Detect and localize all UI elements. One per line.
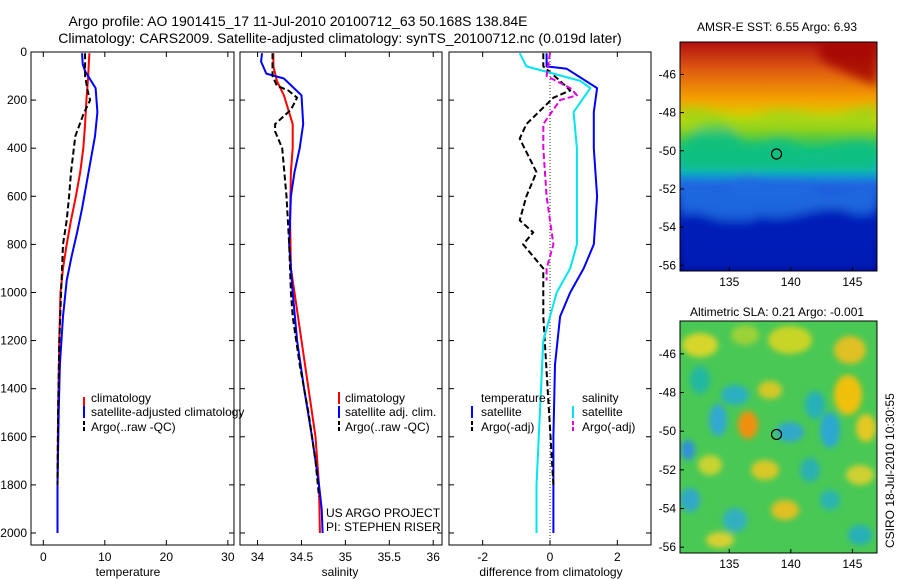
x-tick-label: 34.5 — [290, 550, 314, 564]
legend-label-sal-argo: Argo(-adj) — [582, 420, 635, 434]
x-tick-label: 0 — [547, 550, 554, 564]
difference-panel: -2 0 2 difference from climatology — [448, 51, 652, 579]
sla-map-title: Altimetric SLA: 0.21 Argo: -0.001 — [690, 305, 864, 319]
y-tick-label: 200 — [7, 93, 27, 107]
difference-xlabel: difference from climatology — [479, 565, 622, 579]
y-tick-label: -54 — [659, 220, 677, 234]
sst-map-panel: AMSR-E SST: 6.55 Argo: 6.93 135 140 145 -46… — [659, 20, 878, 289]
x-tick-label: 35.5 — [378, 550, 402, 564]
sla-map-frame — [679, 320, 878, 554]
figure-title-line2: Climatology: CARS2009. Satellite-adjuste… — [58, 30, 621, 46]
series-line-salinity-argo-adj — [542, 53, 578, 281]
y-tick-label: -52 — [659, 182, 677, 196]
legend-label-sal-satellite: satellite — [582, 405, 623, 419]
x-tick-label: 145 — [842, 557, 862, 571]
x-tick-label: 34 — [251, 550, 265, 564]
y-tick-label: 1600 — [0, 430, 27, 444]
sst-map-title: AMSR-E SST: 6.55 Argo: 6.93 — [697, 20, 857, 34]
legend-label-satellite: satellite-adjusted climatology — [91, 405, 244, 419]
y-tick-label: 400 — [7, 141, 27, 155]
x-tick-label: 30 — [221, 550, 235, 564]
sst-heatmap-image — [680, 42, 877, 271]
y-tick-label: 1000 — [0, 285, 27, 299]
x-tick-label: 2 — [614, 550, 621, 564]
salinity-axes-frame — [239, 51, 443, 546]
difference-legend: temperature satellite Argo(-adj) salinit… — [471, 391, 635, 434]
x-tick-label: 0 — [40, 550, 47, 564]
series-line-satellite-adjusted-climatology — [56, 53, 99, 533]
figure-title-line1: Argo profile: AO 1901415_17 11-Jul-2010 … — [69, 13, 528, 29]
temperature-xlabel: temperature — [96, 565, 161, 579]
y-tick-label: -46 — [659, 347, 677, 361]
x-tick-label: 135 — [719, 275, 739, 289]
salinity-panel: 34 34.5 35 35.5 36 salinity US ARGO PROJECT … — [239, 51, 443, 579]
y-tick-label: 2000 — [0, 526, 27, 540]
temperature-axes-frame — [30, 51, 235, 546]
temperature-panel: 0 10 20 30 0 200 400 600 800 1000 1200 1400 1600 1800… — [0, 45, 235, 579]
series-line-argo-raw-qc — [56, 53, 92, 485]
legend-label-argo: Argo(..raw -QC) — [91, 420, 176, 434]
salinity-xlabel: salinity — [322, 565, 359, 579]
y-tick-label: 600 — [7, 189, 27, 203]
y-tick-label: -56 — [659, 540, 677, 554]
sst-map-frame — [679, 41, 878, 272]
project-line2: PI: STEPHEN RISER — [326, 520, 441, 534]
series-line-salinity-satellite — [518, 52, 592, 533]
y-tick-label: -46 — [659, 67, 677, 81]
sla-map-panel: Altimetric SLA: 0.21 Argo: -0.001 — [659, 305, 878, 571]
legend-label-temp-satellite: satellite — [481, 405, 522, 419]
legend-heading-temperature: temperature — [481, 391, 546, 405]
csiro-footer: CSIRO 18-Jul-2010 10:30:55 — [883, 393, 897, 548]
y-tick-label: -52 — [659, 463, 677, 477]
y-tick-label: 1400 — [0, 382, 27, 396]
x-tick-label: 140 — [781, 557, 801, 571]
x-tick-label: 20 — [160, 550, 174, 564]
y-tick-label: -54 — [659, 502, 677, 516]
legend-label-climatology: climatology — [91, 391, 151, 405]
x-tick-label: 135 — [719, 557, 739, 571]
y-tick-label: 0 — [20, 45, 27, 59]
series-line-temperature-satellite — [545, 53, 599, 533]
y-tick-label: 800 — [7, 237, 27, 251]
y-tick-label: -48 — [659, 386, 677, 400]
x-tick-label: 140 — [781, 275, 801, 289]
series-line-climatology — [56, 53, 91, 533]
argo-location-marker — [770, 428, 783, 441]
x-tick-label: 145 — [842, 275, 862, 289]
series-line-argo-raw-qc — [271, 53, 320, 497]
y-tick-label: 1200 — [0, 334, 27, 348]
x-tick-label: -2 — [477, 550, 488, 564]
project-line1: US ARGO PROJECT — [326, 506, 441, 520]
legend-label-argo: Argo(..raw -QC) — [345, 420, 430, 434]
y-tick-label: -50 — [659, 424, 677, 438]
legend-label-temp-argo: Argo(-adj) — [481, 420, 534, 434]
x-tick-label: 10 — [98, 550, 112, 564]
temperature-legend: climatology satellite-adjusted climatolo… — [83, 391, 244, 434]
y-tick-label: -50 — [659, 144, 677, 158]
argo-location-marker — [770, 148, 783, 160]
salinity-legend: climatology satellite adj. clim. Argo(..… — [338, 391, 436, 434]
legend-label-climatology: climatology — [345, 391, 405, 405]
legend-label-satellite: satellite adj. clim. — [345, 405, 436, 419]
y-tick-label: -56 — [659, 258, 677, 272]
y-tick-label: 1800 — [0, 478, 27, 492]
sla-heatmap-image — [680, 321, 877, 553]
legend-heading-salinity: salinity — [582, 391, 619, 405]
series-line-climatology — [272, 53, 321, 534]
x-tick-label: 36 — [427, 550, 441, 564]
y-tick-label: -48 — [659, 106, 677, 120]
x-tick-label: 35 — [339, 550, 353, 564]
